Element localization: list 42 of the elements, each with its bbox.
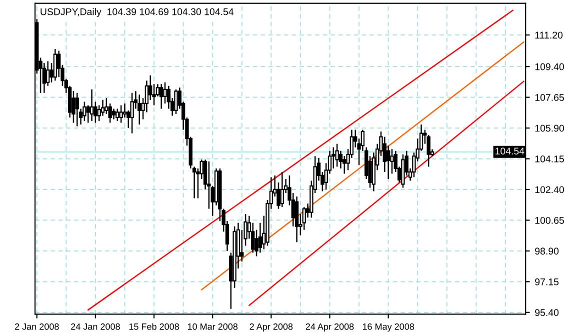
candlestick xyxy=(75,92,79,127)
y-tick-label: 109.40 xyxy=(535,63,564,70)
y-tick-label: 111.20 xyxy=(535,32,563,39)
y-tick-label: 105.90 xyxy=(535,124,564,132)
candlestick xyxy=(119,104,123,124)
candlestick xyxy=(53,48,58,82)
candlestick xyxy=(426,134,430,168)
candlestick xyxy=(174,88,178,115)
candlestick xyxy=(163,82,167,104)
candlestick xyxy=(42,62,46,94)
candlestick xyxy=(46,60,50,87)
candlestick xyxy=(82,101,86,122)
x-tick-label: 2 Apr 2008 xyxy=(250,323,293,332)
candlestick xyxy=(335,143,339,168)
y-tick-label: 107.65 xyxy=(535,94,564,101)
y-tick-label: 97.15 xyxy=(535,278,559,286)
candlestick xyxy=(90,88,94,122)
candlestick xyxy=(112,108,116,120)
x-tick-label: 10 Mar 2008 xyxy=(188,323,238,330)
y-tick-label: 104.15 xyxy=(535,155,564,162)
y-tick-label: 100.65 xyxy=(535,216,564,224)
x-tick-label: 24 Jan 2008 xyxy=(71,323,120,330)
y-tick-label: 98.90 xyxy=(535,248,559,255)
candlestick xyxy=(86,104,90,124)
ref-line-label: 104.54 xyxy=(496,148,524,155)
x-tick-label: 16 May 2008 xyxy=(362,323,414,332)
candlestick xyxy=(332,146,336,170)
candlestick xyxy=(122,102,127,118)
candlestick xyxy=(138,94,142,126)
y-tick-label: 102.40 xyxy=(535,186,564,194)
candlestick xyxy=(280,171,284,208)
y-tick-label: 95.40 xyxy=(535,309,559,316)
candlestick xyxy=(116,108,120,122)
x-tick-label: 15 Feb 2008 xyxy=(129,323,179,330)
candlestick xyxy=(386,144,390,180)
candlestick xyxy=(148,74,152,101)
candlestick xyxy=(104,98,108,115)
x-tick-label: 2 Jan 2008 xyxy=(14,323,59,330)
candlestick xyxy=(160,84,164,110)
x-tick-label: 24 Apr 2008 xyxy=(306,323,354,332)
candlestick xyxy=(130,92,134,134)
chart-title: USDJPY,Daily 104.39 104.69 104.30 104.54 xyxy=(40,8,234,18)
